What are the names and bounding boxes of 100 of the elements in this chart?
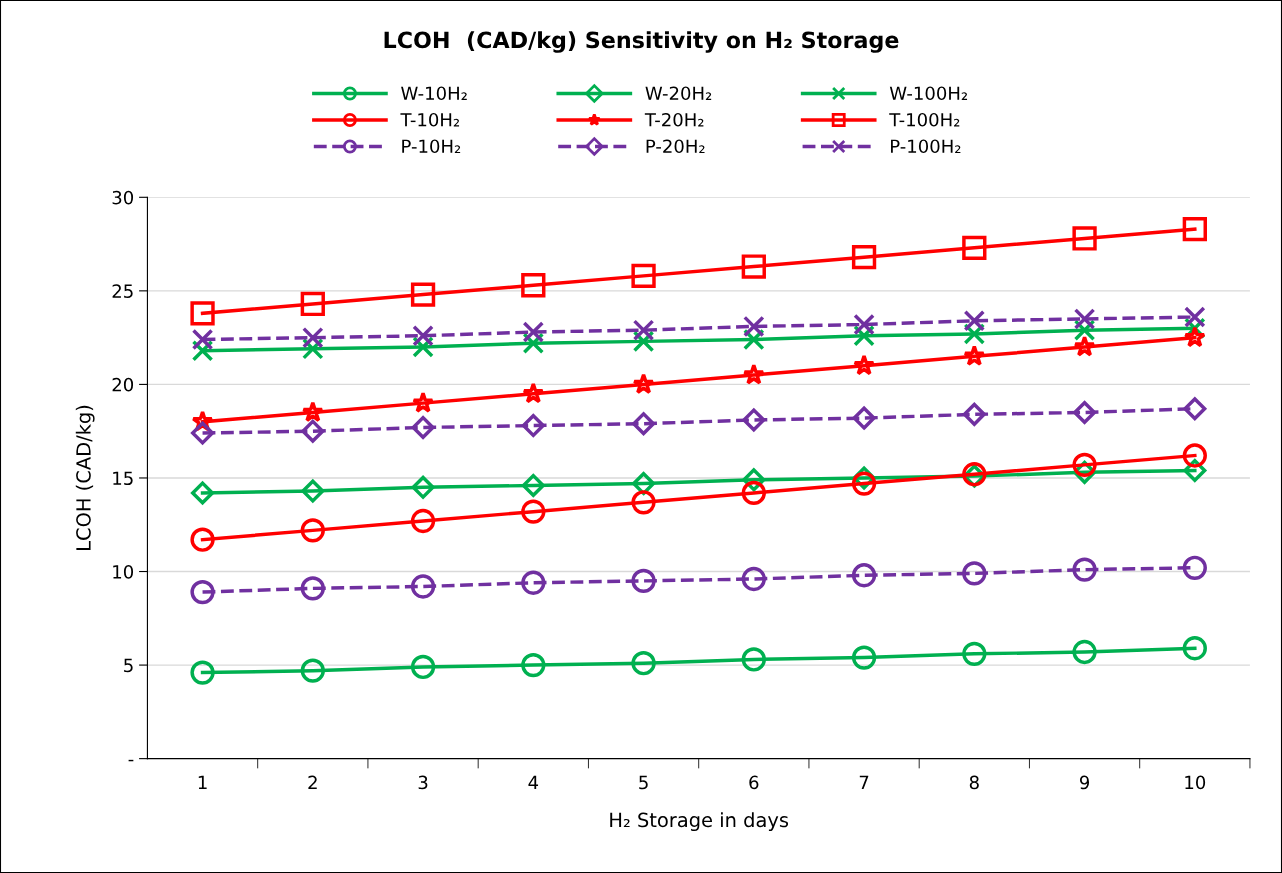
point: [522, 321, 545, 343]
point: [851, 245, 877, 270]
legend-label: P-20H₂: [646, 139, 705, 154]
legend-label: T-10H₂: [400, 112, 460, 127]
point: [962, 402, 986, 426]
point: [411, 475, 435, 499]
y-tick-label: 15: [113, 471, 133, 486]
point: [521, 414, 545, 438]
point: [963, 310, 986, 332]
point: [521, 273, 546, 298]
x-tick-label: 10: [1185, 775, 1206, 790]
x-tick-label: 9: [1079, 775, 1090, 790]
point: [852, 406, 876, 430]
point: [962, 641, 987, 667]
point: [410, 508, 436, 534]
point: [963, 344, 986, 366]
point: [741, 566, 766, 592]
point: [412, 324, 434, 347]
y-tick-label: -: [128, 759, 134, 762]
chart-title: LCOH (CAD/kg) Sensitivity on H₂ Storage: [384, 31, 899, 53]
point: [300, 576, 325, 601]
y-tick-label: 25: [112, 284, 133, 298]
point: [190, 527, 215, 552]
point: [962, 235, 987, 260]
point: [853, 354, 876, 376]
point: [1073, 400, 1097, 425]
x-tick-label: 4: [528, 775, 539, 790]
point: [1073, 308, 1096, 330]
legend-label: T-100H₂: [889, 112, 960, 127]
y-tick-label: 5: [124, 658, 133, 673]
point: [300, 291, 325, 317]
point: [1183, 326, 1206, 348]
legend-label: W-100H₂: [889, 86, 968, 101]
point: [410, 654, 436, 680]
point: [302, 326, 324, 349]
point: [1072, 557, 1097, 582]
legend-label: P-100H₂: [891, 139, 961, 154]
point: [521, 499, 546, 524]
x-axis-title: H₂ Storage in days: [610, 812, 789, 832]
point: [300, 658, 325, 683]
point: [1182, 555, 1207, 580]
point: [631, 568, 656, 594]
point: [742, 408, 766, 432]
y-axis-title: LCOH (CAD/kg): [75, 405, 95, 550]
point: [190, 421, 215, 445]
point: [962, 561, 987, 586]
point: [632, 319, 655, 341]
point: [631, 263, 656, 289]
point: [851, 645, 877, 670]
point: [1072, 226, 1097, 251]
legend-label: W-20H₂: [645, 86, 712, 101]
x-tick-label: 6: [749, 775, 759, 790]
point: [521, 652, 546, 678]
x-tick-label: 5: [639, 775, 648, 790]
point: [631, 490, 656, 515]
point: [410, 282, 436, 307]
point: [632, 412, 656, 436]
point: [301, 419, 325, 443]
x-tick-label: 1: [198, 775, 207, 790]
point: [190, 579, 215, 605]
point: [1182, 443, 1207, 468]
point: [851, 471, 877, 496]
y-tick-label: 10: [113, 564, 134, 579]
point: [412, 391, 435, 413]
point: [851, 563, 877, 588]
point: [190, 481, 215, 505]
point: [631, 651, 656, 676]
point: [190, 301, 215, 326]
point: [1184, 306, 1206, 328]
point: [522, 382, 545, 404]
point: [1183, 458, 1207, 483]
point: [741, 647, 766, 672]
point: [190, 660, 215, 685]
point: [741, 480, 766, 506]
point: [521, 473, 545, 498]
legend-label: W-10H₂: [401, 86, 467, 101]
point: [191, 328, 214, 351]
point: [410, 574, 436, 599]
point: [1072, 452, 1097, 478]
x-tick-label: 8: [969, 775, 979, 790]
x-tick-label: 3: [418, 775, 428, 790]
point: [300, 518, 325, 543]
point: [1183, 397, 1207, 421]
legend-label: P-10H₂: [402, 139, 461, 154]
point: [301, 401, 324, 423]
point: [741, 254, 766, 279]
point: [521, 570, 546, 595]
x-tick-label: 7: [859, 775, 869, 790]
point: [411, 415, 435, 440]
point: [1073, 335, 1096, 357]
point: [1182, 636, 1207, 661]
legend-label: T-20H₂: [644, 112, 704, 127]
point: [1072, 639, 1097, 665]
point: [742, 363, 765, 385]
point: [632, 372, 655, 395]
point: [743, 315, 765, 338]
point: [301, 479, 325, 503]
y-tick-label: 20: [112, 377, 134, 392]
point: [1182, 216, 1207, 242]
point: [853, 313, 875, 336]
